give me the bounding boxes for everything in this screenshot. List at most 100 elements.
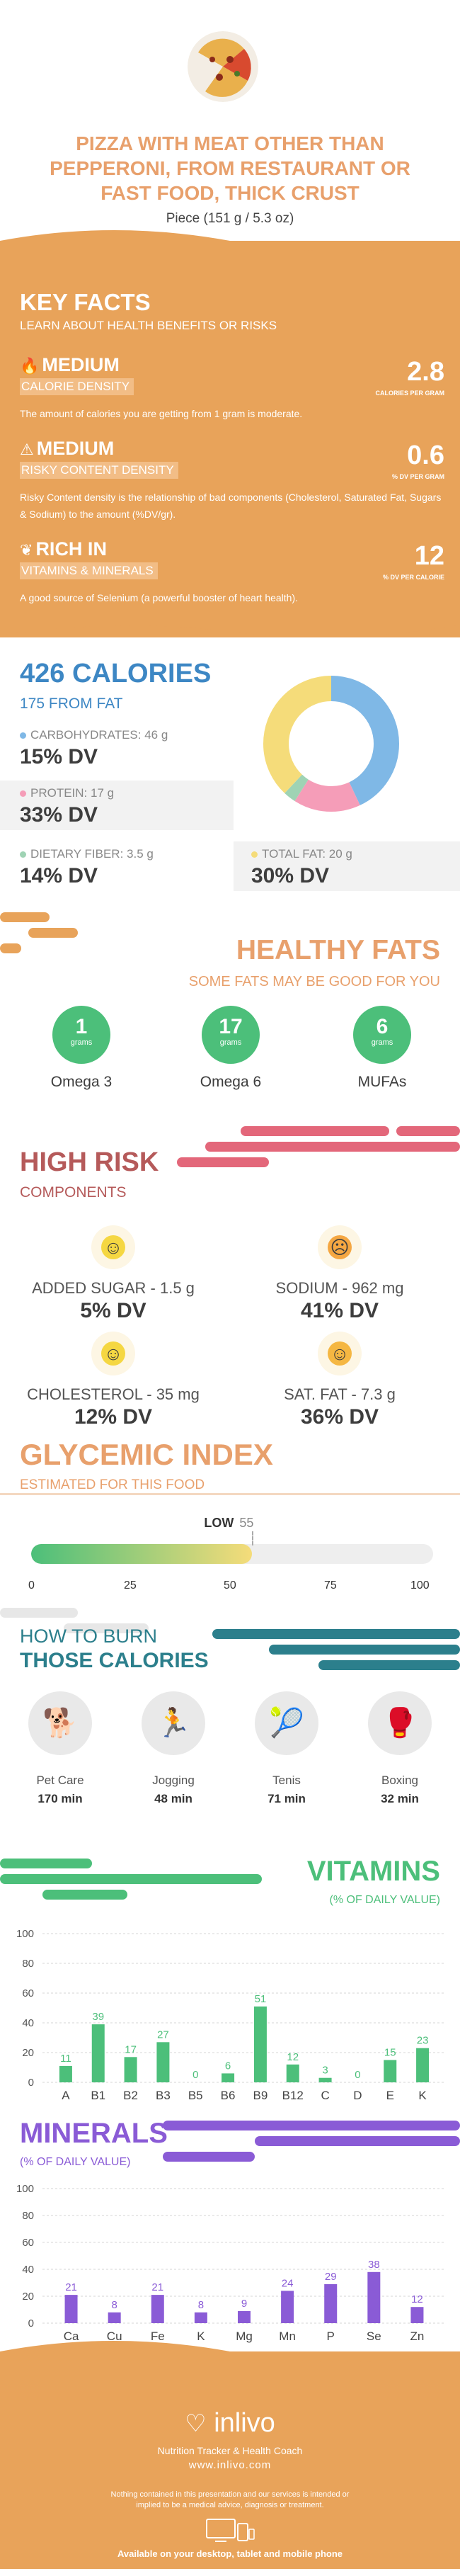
- decor-stripe: [0, 1608, 78, 1618]
- y-tick-label: 60: [22, 1987, 34, 1999]
- nutrient-label: CARBOHYDRATES: 46 g: [30, 728, 168, 742]
- risk-sat-fat: ☺ SAT. FAT - 7.3 g 36% DV: [234, 1332, 446, 1429]
- high-risk-subtitle: COMPONENTS: [20, 1184, 127, 1201]
- key-facts-title: KEY FACTS: [20, 289, 151, 315]
- wave-divider: [0, 2341, 460, 2373]
- face-icon-background: ☺: [318, 1332, 362, 1375]
- bar-K: [194, 2312, 207, 2323]
- vitamins-section: VITAMINS (% OF DAILY VALUE) 100 80 60 40 20 0…: [0, 1856, 460, 2118]
- glycemic-index-section: GLYCEMIC INDEX ESTIMATED FOR THIS FOOD L…: [0, 1438, 460, 1608]
- fat-unit: grams: [70, 1038, 93, 1047]
- bar-value-label: 8: [111, 2299, 117, 2311]
- activity-name: Pet Care: [36, 1774, 84, 1787]
- decor-stripe: [396, 1126, 460, 1136]
- fat-unit: grams: [371, 1038, 393, 1047]
- brand-logo[interactable]: ♡ inlivo: [0, 2408, 460, 2439]
- face-icon-background: ☹: [318, 1225, 362, 1269]
- y-tick-label: 20: [22, 2047, 34, 2059]
- glycemic-tick: 100: [410, 1579, 430, 1591]
- vitamins-bar-chart: 100 80 60 40 20 0 11 A 39 B1 17 B2 27 B3 0 B5 6 B6 51 B9 12 B…: [16, 1928, 446, 2102]
- minerals-title: MINERALS: [20, 2118, 168, 2149]
- happy-face-icon: ☺: [101, 1341, 125, 1366]
- risk-dv: 41% DV: [300, 1299, 379, 1322]
- bar-Fe: [151, 2295, 164, 2323]
- fat-omega-3: 1 grams Omega 3: [32, 1006, 131, 1091]
- devices-icon: [206, 2519, 255, 2542]
- fat-name: Omega 6: [200, 1074, 262, 1090]
- bar-value-label: 24: [282, 2277, 294, 2289]
- legend-dot: [20, 732, 26, 739]
- website-link[interactable]: www.inlivo.com: [188, 2459, 272, 2471]
- food-title: PIZZA WITH MEAT OTHER THAN PEPPERONI, FR…: [50, 132, 410, 204]
- neutral-face-icon: ☺: [328, 1341, 352, 1366]
- high-risk-title: HIGH RISK: [20, 1147, 159, 1177]
- nutrient-highlight-band: [0, 781, 234, 830]
- bar-value-label: 9: [241, 2298, 247, 2310]
- activity-minutes: 48 min: [154, 1792, 192, 1805]
- bar-C: [318, 2077, 332, 2082]
- bar-Ca: [64, 2295, 78, 2323]
- x-tick-label: B6: [221, 2089, 236, 2102]
- x-tick-label: B12: [282, 2089, 304, 2102]
- nutrient-dv: 14% DV: [20, 864, 98, 887]
- burn-calories-section: HOW TO BURN THOSE CALORIES 🐕 Pet Care 17…: [0, 1608, 460, 1856]
- warning-icon: ⚠: [20, 441, 34, 458]
- minerals-section: MINERALS (% OF DAILY VALUE) 100 80 60 40 20 0…: [0, 2118, 460, 2351]
- wave-divider: [0, 230, 460, 262]
- flame-icon: 🔥: [20, 357, 40, 375]
- risk-cholesterol: ☺ CHOLESTEROL - 35 mg 12% DV: [7, 1332, 219, 1429]
- bar-value-label: 27: [157, 2029, 169, 2041]
- header-section: PIZZA WITH MEAT OTHER THAN PEPPERONI, FR…: [0, 0, 460, 241]
- fat-circle: 1 grams: [52, 1006, 110, 1064]
- healthy-fats-title: HEALTHY FATS: [236, 935, 440, 965]
- calories-section: 426 CALORIES 175 FROM FAT CARBOHYDRATES:…: [0, 618, 460, 900]
- key-facts-subtitle: LEARN ABOUT HEALTH BENEFITS OR RISKS: [20, 319, 277, 332]
- bar-B9: [253, 2006, 267, 2082]
- footer-section: ♡ inlivo Nutrition Tracker & Health Coac…: [0, 2341, 460, 2569]
- glycemic-level: LOW: [204, 1516, 234, 1530]
- bar-Cu: [108, 2312, 121, 2323]
- activity-boxing: 🥊 Boxing 32 min: [354, 1691, 446, 1806]
- x-tick-label: B9: [253, 2089, 268, 2102]
- legend-dot: [20, 790, 26, 797]
- fat-circle: 6 grams: [353, 1006, 411, 1064]
- decor-stripe: [42, 1890, 127, 1900]
- nutrient-label: DIETARY FIBER: 3.5 g: [30, 847, 154, 861]
- bar-value-label: 23: [417, 2035, 429, 2047]
- face-icon-background: ☺: [91, 1225, 135, 1269]
- face-icon-background: ☺: [91, 1332, 135, 1375]
- x-tick-label: Cu: [107, 2330, 122, 2343]
- glycemic-bar-fill: [31, 1544, 253, 1564]
- glycemic-subtitle: ESTIMATED FOR THIS FOOD: [20, 1477, 205, 1492]
- risk-dv: 5% DV: [80, 1299, 146, 1322]
- x-tick-label: E: [386, 2089, 394, 2102]
- nutrient-highlight-band: [234, 841, 460, 891]
- risk-dv: 36% DV: [300, 1405, 379, 1429]
- bar-value-label: 21: [65, 2281, 77, 2293]
- x-tick-label: Zn: [410, 2330, 425, 2343]
- bar-value-label: 0: [192, 2069, 198, 2081]
- x-tick-label: K: [197, 2330, 205, 2343]
- key-fact-label: VITAMINS & MINERALS: [20, 562, 158, 579]
- bar-B2: [124, 2057, 137, 2082]
- activity-minutes: 170 min: [38, 1792, 83, 1805]
- risk-name: SODIUM - 962 mg: [275, 1279, 404, 1297]
- bar-Zn: [410, 2307, 424, 2323]
- fat-name: Omega 3: [50, 1074, 113, 1090]
- activity-tennis: 🎾 Tenis 71 min: [241, 1691, 333, 1806]
- bar-Mn: [281, 2291, 294, 2323]
- calories-from-fat: 175 FROM FAT: [20, 696, 123, 712]
- key-fact-level: MEDIUM: [42, 354, 120, 375]
- decor-stripe: [255, 2136, 460, 2146]
- bar-E: [384, 2060, 397, 2082]
- brand-tagline: Nutrition Tracker & Health Coach: [157, 2445, 303, 2456]
- decor-stripe: [163, 2152, 255, 2162]
- x-tick-label: Mg: [236, 2330, 253, 2343]
- glycemic-tick: 0: [28, 1579, 35, 1591]
- fat-mufas: 6 grams MUFAs: [333, 1006, 432, 1091]
- key-fact-label: RISKY CONTENT DENSITY: [20, 462, 178, 479]
- x-tick-label: Mn: [279, 2330, 296, 2343]
- y-tick-label: 40: [22, 2017, 34, 2029]
- y-tick-label: 80: [22, 2210, 34, 2222]
- fat-value: 1: [75, 1015, 88, 1038]
